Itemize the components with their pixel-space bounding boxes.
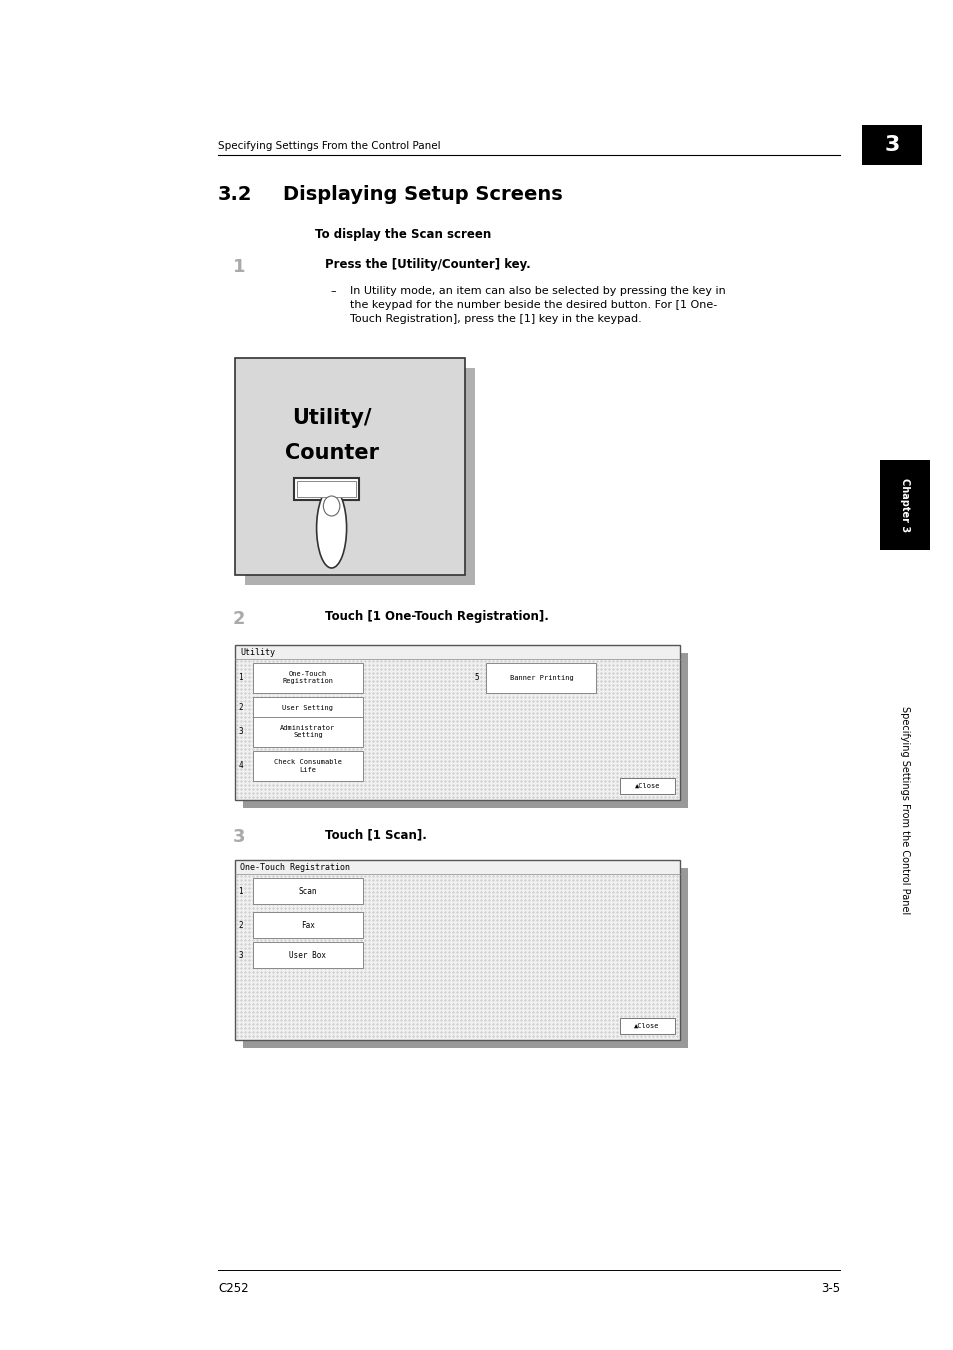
Text: Administrator
Setting: Administrator Setting [280, 725, 335, 738]
Text: 1: 1 [238, 674, 243, 683]
Text: 1: 1 [233, 258, 245, 275]
Text: Fax: Fax [301, 921, 314, 930]
Bar [234, 860, 679, 1040]
Text: 3: 3 [238, 950, 243, 960]
Text: Scan: Scan [298, 887, 317, 895]
Text: To display the Scan screen: To display the Scan screen [314, 228, 491, 242]
Text: User Box: User Box [289, 950, 326, 960]
Text: 3: 3 [238, 728, 243, 737]
Bar [234, 358, 464, 575]
Bar [253, 697, 363, 720]
Bar [879, 460, 929, 549]
Text: ▲Close: ▲Close [634, 1023, 659, 1029]
Ellipse shape [323, 495, 339, 516]
Bar [234, 645, 679, 801]
Text: Press the [Utility/Counter] key.: Press the [Utility/Counter] key. [325, 258, 530, 271]
Text: 3.2: 3.2 [218, 185, 253, 204]
Bar [253, 878, 363, 904]
Bar [253, 913, 363, 938]
Text: 4: 4 [238, 761, 243, 771]
Text: ▲Close: ▲Close [634, 783, 659, 788]
Bar [245, 369, 475, 585]
Bar [619, 1018, 675, 1034]
Bar [862, 126, 921, 165]
Bar [243, 653, 687, 809]
Text: Utility: Utility [240, 648, 274, 657]
Bar [619, 778, 675, 794]
Text: 2: 2 [238, 703, 243, 713]
Text: Touch [1 One-Touch Registration].: Touch [1 One-Touch Registration]. [325, 610, 548, 622]
Text: 3: 3 [883, 135, 899, 155]
Text: User Setting: User Setting [282, 705, 334, 711]
Text: In Utility mode, an item can also be selected by pressing the key in
the keypad : In Utility mode, an item can also be sel… [350, 286, 725, 324]
Text: 1: 1 [238, 887, 243, 895]
Text: 2: 2 [233, 610, 245, 628]
Text: One-Touch Registration: One-Touch Registration [240, 863, 350, 872]
Text: Counter: Counter [284, 443, 378, 463]
Bar [294, 478, 359, 500]
Text: C252: C252 [218, 1282, 249, 1295]
Text: Touch [1 Scan].: Touch [1 Scan]. [325, 828, 426, 841]
Text: 2: 2 [238, 921, 243, 930]
Text: 3: 3 [233, 828, 245, 846]
Ellipse shape [316, 487, 346, 568]
Bar [253, 663, 363, 693]
Text: Utility/: Utility/ [292, 408, 371, 428]
Bar [486, 663, 596, 693]
Text: Specifying Settings From the Control Panel: Specifying Settings From the Control Pan… [899, 706, 909, 914]
Text: Banner Printing: Banner Printing [509, 675, 573, 680]
Text: One-Touch
Registration: One-Touch Registration [282, 671, 334, 684]
Text: Displaying Setup Screens: Displaying Setup Screens [283, 185, 562, 204]
Text: Specifying Settings From the Control Panel: Specifying Settings From the Control Pan… [218, 140, 440, 151]
Bar [253, 717, 363, 747]
Bar [243, 868, 687, 1048]
Bar [297, 481, 356, 497]
Text: Check Consumable
Life: Check Consumable Life [274, 760, 341, 772]
Text: Chapter 3: Chapter 3 [899, 478, 909, 532]
Bar [253, 751, 363, 782]
Text: –: – [330, 286, 335, 296]
Bar [253, 942, 363, 968]
Text: 3-5: 3-5 [820, 1282, 840, 1295]
Text: 5: 5 [474, 674, 478, 683]
